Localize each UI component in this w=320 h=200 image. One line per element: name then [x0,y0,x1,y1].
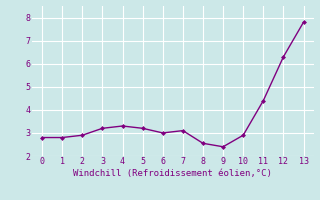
X-axis label: Windchill (Refroidissement éolien,°C): Windchill (Refroidissement éolien,°C) [73,169,272,178]
